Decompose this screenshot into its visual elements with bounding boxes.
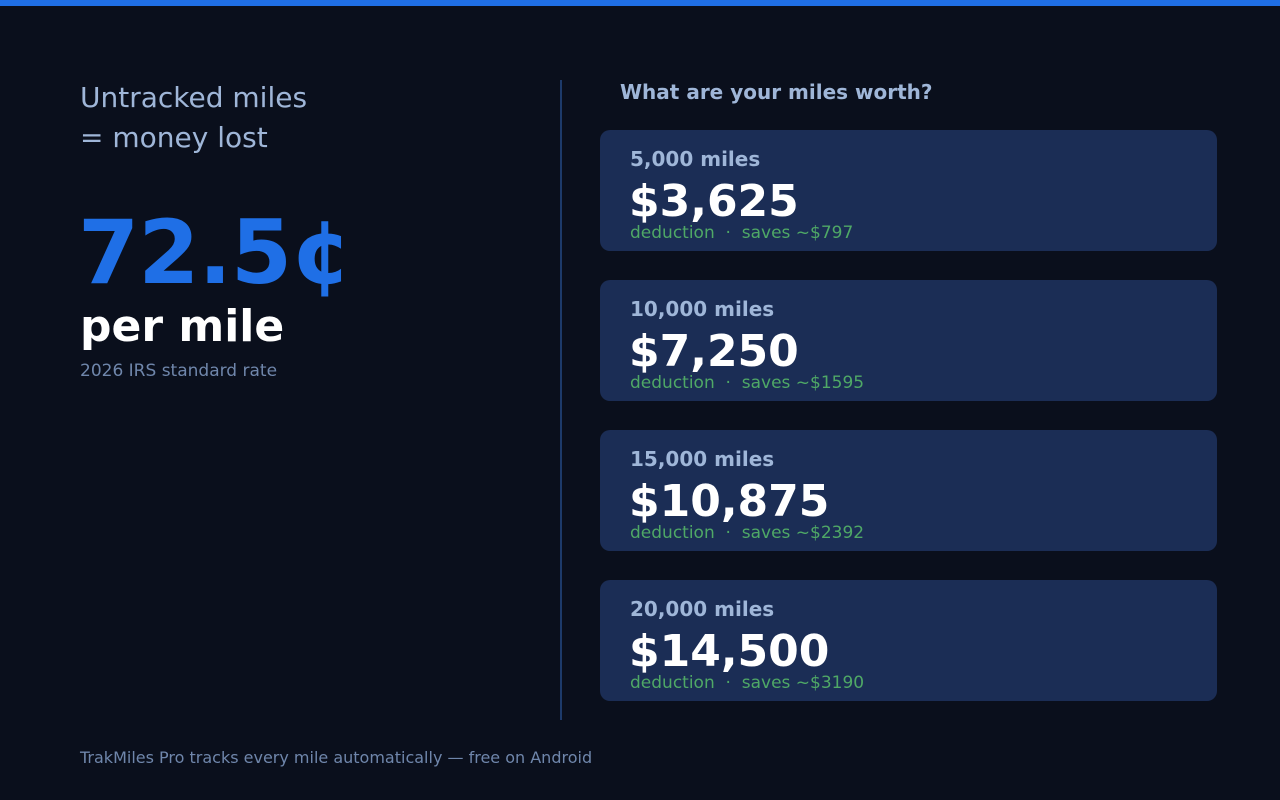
- card-miles: 15,000 miles: [630, 447, 775, 471]
- card-amount: $7,250: [629, 326, 799, 377]
- card-savings-note: deduction · saves ~$3190: [630, 673, 865, 693]
- card-miles: 10,000 miles: [630, 297, 775, 321]
- mileage-card-20000: 20,000 miles $14,500 deduction · saves ~…: [600, 580, 1217, 701]
- card-savings-note: deduction · saves ~$1595: [630, 373, 865, 393]
- card-amount: $3,625: [629, 176, 799, 227]
- mileage-card-10000: 10,000 miles $7,250 deduction · saves ~$…: [600, 280, 1217, 401]
- card-savings-note: deduction · saves ~$797: [630, 223, 854, 243]
- headline-line-2: = money lost: [80, 121, 268, 154]
- card-savings-note: deduction · saves ~$2392: [630, 523, 865, 543]
- card-miles: 5,000 miles: [630, 147, 761, 171]
- card-amount: $10,875: [629, 476, 830, 527]
- section-title: What are your miles worth?: [620, 80, 933, 104]
- headline-line-1: Untracked miles: [80, 81, 308, 114]
- vertical-divider: [560, 80, 562, 720]
- card-miles: 20,000 miles: [630, 597, 775, 621]
- card-amount: $14,500: [629, 626, 830, 677]
- rate-unit: per mile: [80, 301, 285, 352]
- headline: Untracked miles = money lost: [80, 78, 307, 158]
- rate-value: 72.5¢: [78, 201, 352, 304]
- mileage-card-5000: 5,000 miles $3,625 deduction · saves ~$7…: [600, 130, 1217, 251]
- footer-tagline: TrakMiles Pro tracks every mile automati…: [80, 748, 593, 767]
- mileage-card-15000: 15,000 miles $10,875 deduction · saves ~…: [600, 430, 1217, 551]
- top-accent-bar: [0, 0, 1280, 6]
- rate-caption: 2026 IRS standard rate: [80, 361, 278, 381]
